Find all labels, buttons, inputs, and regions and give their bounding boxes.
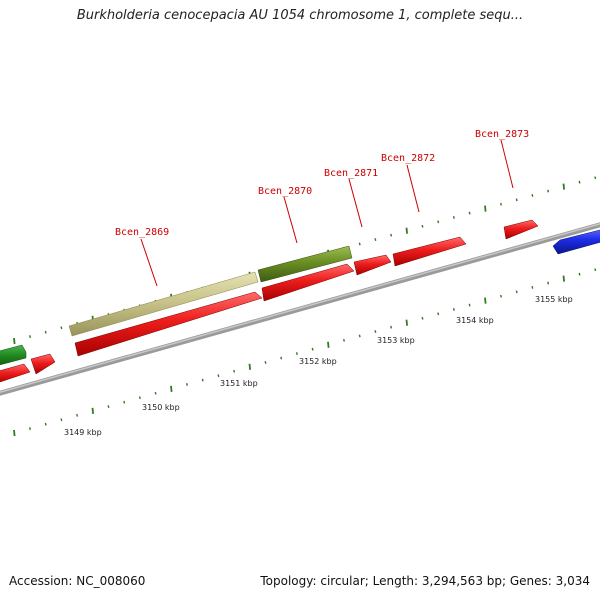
leader-bcen-2870 <box>283 196 298 244</box>
major-tick <box>327 341 330 348</box>
minor-tick <box>500 202 502 206</box>
minor-tick <box>107 405 110 408</box>
scale-label: 3152 kbp <box>299 357 337 366</box>
minor-tick <box>264 361 267 364</box>
minor-tick <box>390 233 393 237</box>
minor-tick <box>295 352 298 355</box>
gene-bcen-2870[interactable] <box>257 245 353 283</box>
minor-tick <box>374 238 377 241</box>
gene-label-bcen-2870[interactable]: Bcen_2870 <box>258 186 312 197</box>
minor-tick <box>594 268 597 272</box>
minor-tick <box>44 422 47 426</box>
minor-tick <box>531 194 534 197</box>
minor-tick <box>123 400 126 404</box>
inner-tick-marks <box>13 268 597 437</box>
major-tick <box>13 429 16 437</box>
gene-label-leaders <box>140 139 514 287</box>
major-tick <box>484 297 487 304</box>
major-tick <box>405 227 408 234</box>
minor-tick <box>500 294 502 298</box>
minor-tick <box>515 290 518 294</box>
minor-tick <box>186 383 188 386</box>
minor-tick <box>437 312 440 316</box>
minor-tick <box>201 378 204 382</box>
major-tick <box>484 205 487 212</box>
gene-red-long-2[interactable] <box>261 263 355 302</box>
gene-blue-reverse[interactable] <box>552 227 600 255</box>
gene-label-bcen-2873[interactable]: Bcen_2873 <box>475 129 529 140</box>
scale-labels: 3149 kbp 3150 kbp 3151 kbp 3152 kbp 3153… <box>64 295 573 437</box>
gene-left-green[interactable] <box>0 344 27 367</box>
scale-label: 3154 kbp <box>456 316 494 325</box>
gene-red-long-1[interactable] <box>74 291 263 357</box>
major-tick <box>562 183 565 190</box>
minor-tick <box>60 326 63 330</box>
minor-tick <box>233 369 236 373</box>
gene-bcen-2871[interactable] <box>353 254 392 276</box>
summary-text: Topology: circular; Length: 3,294,563 bp… <box>260 574 590 588</box>
minor-tick <box>358 242 361 246</box>
backbone-highlight <box>0 223 600 393</box>
genes-group <box>0 219 600 384</box>
minor-tick <box>29 427 31 430</box>
scale-label: 3151 kbp <box>220 379 258 388</box>
minor-tick <box>578 272 581 276</box>
major-tick <box>170 385 173 392</box>
minor-tick <box>421 316 424 320</box>
major-tick <box>248 363 251 370</box>
minor-tick <box>531 286 534 289</box>
leader-bcen-2869 <box>140 238 158 287</box>
minor-tick <box>280 356 283 360</box>
minor-tick <box>154 391 157 395</box>
minor-tick <box>594 176 597 180</box>
minor-tick <box>468 211 471 215</box>
scale-label: 3150 kbp <box>142 403 180 412</box>
gene-bcen-2869[interactable] <box>68 271 259 337</box>
minor-tick <box>138 396 141 400</box>
gene-labels: Bcen_2869 Bcen_2870 Bcen_2871 Bcen_2872 … <box>115 129 529 238</box>
minor-tick <box>29 335 31 338</box>
scale-label: 3149 kbp <box>64 428 102 437</box>
minor-tick <box>390 325 393 329</box>
backbone-line <box>0 222 600 396</box>
minor-tick <box>452 308 455 311</box>
gene-label-bcen-2869[interactable]: Bcen_2869 <box>115 227 169 238</box>
accession-text: Accession: NC_008060 <box>9 574 146 588</box>
minor-tick <box>421 224 424 228</box>
leader-bcen-2871 <box>348 178 363 228</box>
minor-tick <box>358 334 361 338</box>
major-tick <box>13 337 16 345</box>
major-tick <box>405 319 408 326</box>
minor-tick <box>468 303 471 307</box>
minor-tick <box>547 189 550 193</box>
minor-tick <box>547 281 550 285</box>
minor-tick <box>437 220 440 224</box>
minor-tick <box>76 413 79 417</box>
major-tick <box>91 407 94 414</box>
backbone-group <box>0 222 600 396</box>
minor-tick <box>217 374 220 378</box>
leader-bcen-2872 <box>406 164 420 213</box>
minor-tick <box>44 330 47 334</box>
minor-tick <box>452 216 455 219</box>
minor-tick <box>60 418 63 422</box>
leader-bcen-2873 <box>500 139 514 189</box>
major-tick <box>562 275 565 282</box>
minor-tick <box>343 338 345 342</box>
minor-tick <box>515 198 518 202</box>
gene-left-red-a[interactable] <box>0 363 31 384</box>
scale-label: 3155 kbp <box>535 295 573 304</box>
gene-bcen-2872[interactable] <box>392 236 467 267</box>
map-title: Burkholderia cenocepacia AU 1054 chromos… <box>76 8 524 23</box>
minor-tick <box>374 330 377 333</box>
minor-tick <box>311 347 314 351</box>
gene-label-bcen-2871[interactable]: Bcen_2871 <box>324 168 378 179</box>
gene-bcen-2873[interactable] <box>503 219 539 240</box>
minor-tick <box>578 180 581 184</box>
gene-label-bcen-2872[interactable]: Bcen_2872 <box>381 153 435 164</box>
gene-left-red-b[interactable] <box>30 353 56 375</box>
scale-label: 3153 kbp <box>377 336 415 345</box>
